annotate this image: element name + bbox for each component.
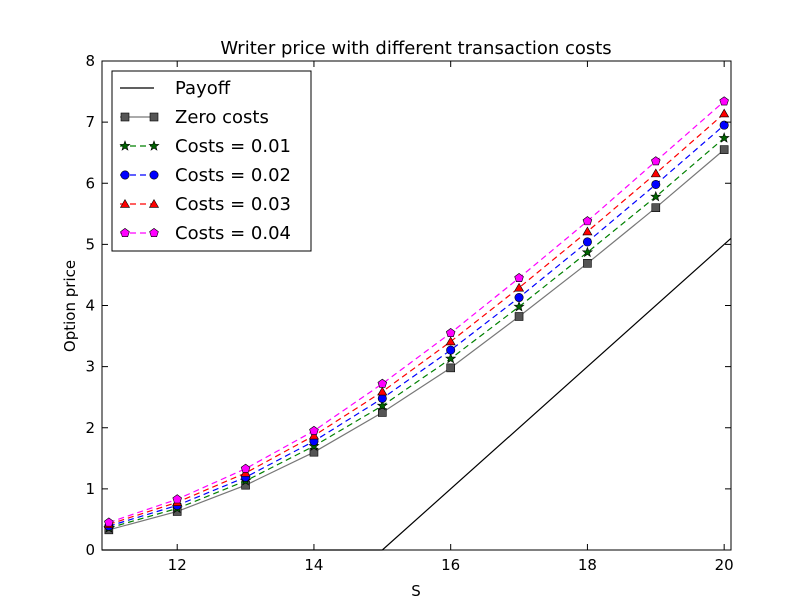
chart-title: Writer price with different transaction … (220, 38, 611, 59)
data-point-costs-0-02 (377, 393, 387, 403)
data-point-costs-0-04 (582, 216, 593, 226)
x-tick-label: 20 (715, 556, 734, 574)
data-point-costs-0-02 (582, 237, 592, 247)
series-line-costs-0-04 (108, 100, 725, 524)
legend-label: Costs = 0.04 (175, 223, 291, 244)
y-tick-label: 0 (85, 541, 95, 559)
x-tick-label: 16 (441, 556, 460, 574)
legend-marker (119, 140, 131, 151)
legend-marker (149, 228, 159, 238)
y-tick-label: 8 (85, 52, 95, 70)
legend-label: Payoff (175, 78, 231, 99)
legend-marker (148, 198, 160, 208)
legend-marker (148, 140, 160, 151)
legend-label: Costs = 0.02 (175, 165, 291, 186)
data-point-costs-0-03 (719, 108, 730, 118)
legend-item-costs-0-04: Costs = 0.04 (120, 223, 291, 244)
y-tick-label: 4 (85, 297, 95, 315)
legend-item-costs-0-03: Costs = 0.03 (119, 194, 291, 215)
legend-item-costs-0-02: Costs = 0.02 (120, 165, 291, 186)
legend-marker (119, 198, 131, 208)
data-point-costs-0-04 (104, 517, 114, 527)
y-tick-label: 7 (85, 113, 95, 131)
data-point-costs-0-04 (719, 96, 729, 106)
data-point-costs-0-02 (719, 120, 729, 130)
data-point-costs-0-01 (581, 246, 593, 258)
plot-area (102, 96, 732, 551)
data-point-costs-0-04 (240, 463, 251, 473)
series-costs-0-04 (104, 96, 729, 527)
y-tick-label: 1 (85, 480, 95, 498)
x-axis-label: S (411, 582, 421, 600)
data-point-zero-costs (514, 312, 524, 321)
data-point-costs-0-04 (377, 378, 388, 388)
data-point-costs-0-03 (377, 386, 388, 396)
data-point-zero-costs (651, 203, 661, 212)
data-point-costs-0-04 (514, 273, 524, 283)
legend-marker (149, 170, 159, 180)
data-point-zero-costs (446, 363, 455, 373)
legend-item-costs-0-01: Costs = 0.01 (119, 136, 291, 157)
legend-label: Costs = 0.03 (175, 194, 291, 215)
data-point-costs-0-01 (445, 352, 457, 364)
legend-marker (120, 228, 130, 238)
legend-label: Zero costs (175, 107, 269, 128)
data-point-zero-costs (719, 145, 729, 154)
legend-item-zero-costs: Zero costs (120, 107, 269, 128)
legend-box (111, 70, 312, 252)
data-point-costs-0-01 (513, 300, 525, 312)
data-point-costs-0-04 (309, 425, 319, 435)
y-tick-label: 6 (85, 174, 95, 192)
x-tick-label: 14 (304, 556, 323, 574)
data-point-zero-costs (583, 259, 592, 268)
x-tick-label: 18 (578, 556, 597, 574)
data-point-costs-0-02 (446, 345, 456, 355)
data-point-costs-0-02 (651, 179, 661, 189)
data-point-costs-0-01 (376, 399, 388, 411)
data-point-costs-0-03 (445, 336, 456, 346)
data-point-costs-0-03 (582, 226, 593, 236)
legend-item-payoff: Payoff (120, 78, 231, 99)
y-tick-label: 3 (85, 358, 95, 376)
series-line-costs-0-03 (108, 113, 725, 525)
data-point-zero-costs (378, 408, 387, 417)
data-point-costs-0-01 (718, 132, 730, 143)
x-tick-label: 12 (168, 556, 187, 574)
legend: Payoff Zero costs Costs = 0.01 Costs = 0.02… (111, 70, 312, 252)
data-point-costs-0-03 (650, 168, 661, 178)
data-point-costs-0-02 (514, 293, 524, 303)
legend-marker (120, 112, 130, 122)
data-point-costs-0-04 (445, 328, 456, 338)
data-point-costs-0-04 (172, 494, 182, 504)
data-point-costs-0-03 (308, 430, 319, 440)
data-point-costs-0-03 (514, 282, 525, 292)
series-line-costs-0-02 (108, 124, 725, 527)
y-axis-label: Option price (61, 260, 79, 352)
series-line-costs-0-01 (108, 137, 725, 529)
legend-marker (149, 112, 159, 122)
y-tick-label: 5 (85, 235, 95, 253)
y-tick-label: 2 (85, 419, 95, 437)
legend-marker (120, 170, 130, 180)
series-line-zero-costs (108, 149, 725, 531)
data-point-costs-0-01 (650, 190, 662, 202)
legend-label: Costs = 0.01 (175, 136, 291, 157)
data-point-costs-0-04 (651, 156, 661, 166)
